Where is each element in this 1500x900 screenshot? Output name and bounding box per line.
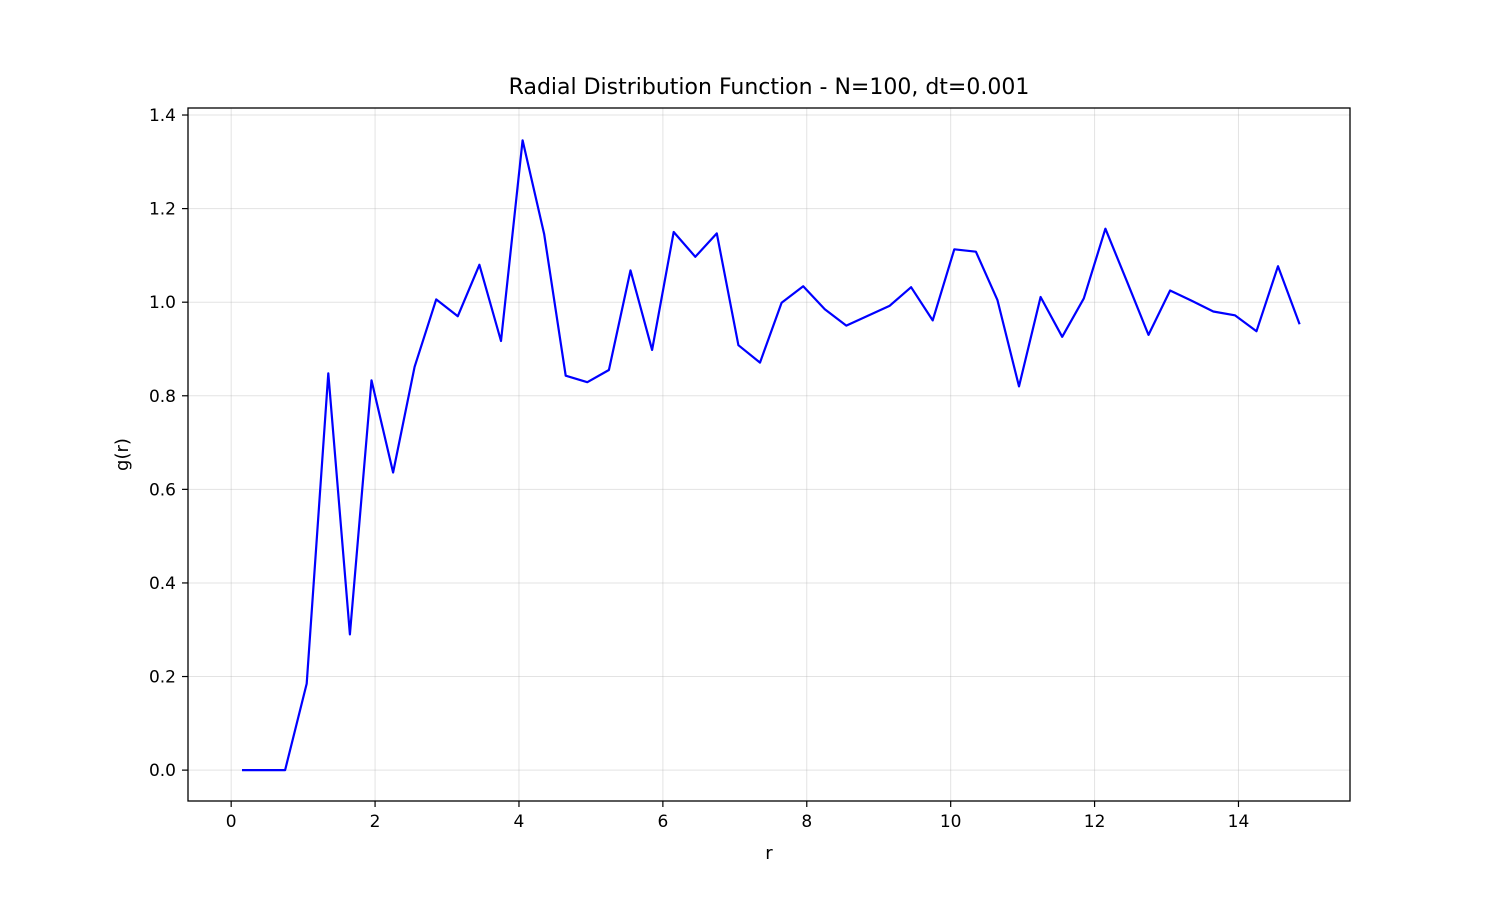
y-tick-label: 0.0 [149, 761, 176, 781]
grid [188, 108, 1350, 801]
y-tick-label: 0.4 [149, 574, 176, 594]
x-tick-label: 4 [514, 812, 525, 832]
x-tick-label: 10 [940, 812, 962, 832]
y-tick-label: 0.2 [149, 668, 176, 688]
rdf-series-line [242, 139, 1301, 772]
x-axis-label: r [765, 843, 773, 864]
x-tick-label: 6 [657, 812, 668, 832]
y-tick-label: 1.2 [149, 200, 176, 220]
ticks: 0 2 4 6 8 10 12 14 0.0 0.2 0.4 0.6 0.8 1.0 1.2 1.4 [149, 106, 1249, 832]
x-tick-label: 0 [226, 812, 237, 832]
y-tick-label: 1.0 [149, 293, 176, 313]
plot-frame [187, 107, 1351, 802]
y-tick-label: 0.8 [149, 387, 176, 407]
y-axis-label: g(r) [112, 438, 133, 471]
y-tick-label: 1.4 [149, 106, 176, 126]
series-layer [242, 139, 1301, 772]
x-tick-label: 2 [370, 812, 381, 832]
x-tick-label: 12 [1084, 812, 1106, 832]
y-tick-label: 0.6 [149, 480, 176, 500]
x-tick-label: 8 [801, 812, 812, 832]
chart-title: Radial Distribution Function - N=100, dt… [509, 75, 1030, 100]
x-tick-label: 14 [1228, 812, 1250, 832]
